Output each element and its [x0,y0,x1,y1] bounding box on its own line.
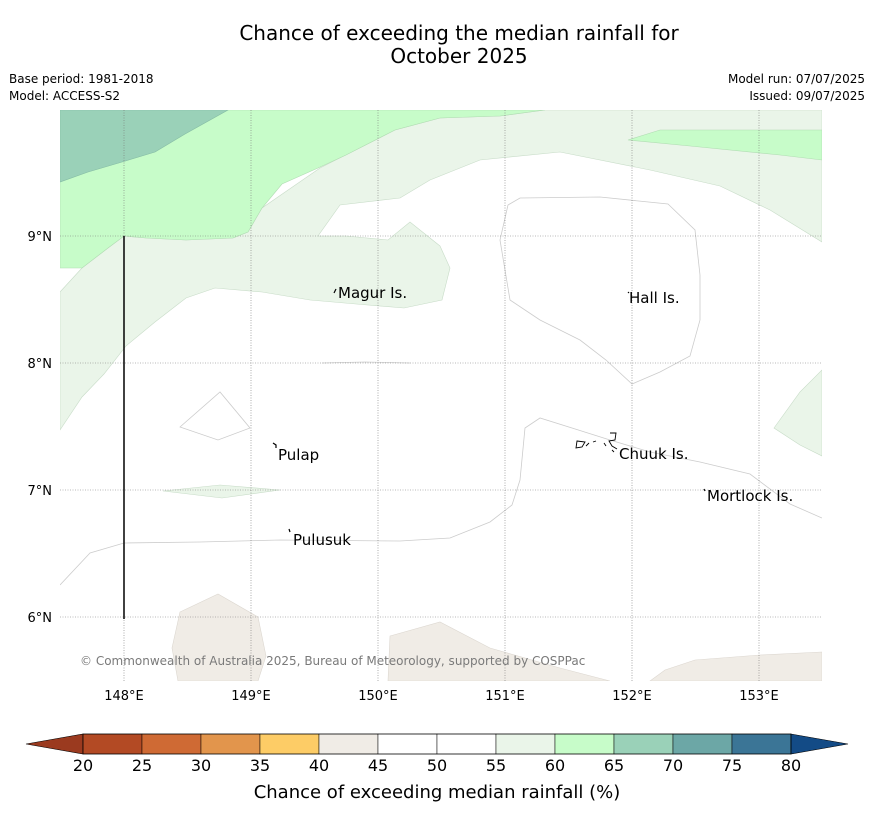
colorbar-tick-label: 75 [722,756,742,775]
contour-line-south [60,417,822,586]
title-line-1: Chance of exceeding the median rainfall … [239,21,679,45]
place-hall: Hall Is. [629,289,680,307]
place-mortlock: Mortlock Is. [707,487,793,505]
colorbar-tick-label: 45 [368,756,388,775]
island-hall [627,291,630,294]
chuuk-islet-3 [592,440,597,443]
meta-right: Model run: 07/07/2025 Issued: 09/07/2025 [728,71,865,105]
map-title: Chance of exceeding the median rainfall … [0,22,873,68]
gridlines [60,110,822,681]
colorbar-segment [200,733,261,755]
colorbar-tick-label: 50 [427,756,447,775]
contour-line-diamond [179,391,251,441]
map-panel: Magur Is. Hall Is. Pulap Chuuk Is. Mortl… [60,110,822,681]
lat-label-9N: 9°N [28,230,53,245]
lon-labels: 148°E 149°E 150°E 151°E 152°E 153°E [104,689,779,704]
lon-label-150E: 150°E [358,689,398,704]
colorbar-segment [377,733,438,755]
colorbar-segment [318,733,379,755]
colorbar-tick-label: 20 [73,756,93,775]
lat-label-6N: 6°N [28,611,53,626]
island-mortlock [703,488,706,492]
meta-left: Base period: 1981-2018 Model: ACCESS-S2 [9,71,154,105]
model-run: Model run: 07/07/2025 [727,72,865,86]
contour-line-north [499,196,701,385]
contour-60-65-east [627,129,822,161]
lon-label-152E: 152°E [612,689,652,704]
contour-line-sliver [321,361,411,364]
chuuk-islet-5 [608,432,618,450]
lon-label-151E: 151°E [485,689,525,704]
colorbar-tick-label: 60 [545,756,565,775]
chuuk-islet-6 [611,449,615,453]
place-pulap: Pulap [278,446,319,464]
title-line-2: October 2025 [390,44,528,68]
chuuk-islet-1 [575,440,586,449]
colorbar-frame [82,733,792,755]
colorbar-segment [731,733,792,755]
colorbar-tick-label: 65 [604,756,624,775]
issued-date: Issued: 09/07/2025 [749,89,865,103]
base-period: Base period: 1981-2018 [9,72,154,86]
colorbar: 20 25 30 35 40 45 50 55 60 65 70 75 80 Chance of exc… [25,733,849,803]
colorbar-segments [82,733,792,755]
chuuk-islet-4 [603,442,607,447]
place-magur: Magur Is. [338,284,407,302]
island-magur [333,288,337,294]
contour-40-45-south [387,621,611,681]
colorbar-over-arrow [790,733,849,755]
island-chuuk [575,432,618,453]
place-pulusuk: Pulusuk [293,531,351,549]
colorbar-tick-label: 30 [191,756,211,775]
copyright-notice: © Commonwealth of Australia 2025, Bureau… [80,654,585,668]
colorbar-title: Chance of exceeding median rainfall (%) [254,782,621,803]
colorbar-tick-label: 70 [663,756,683,775]
place-chuuk: Chuuk Is. [619,445,688,463]
chuuk-islet-2 [585,442,590,447]
lon-label-148E: 148°E [104,689,144,704]
colorbar-segment [672,733,733,755]
contour-65-70 [60,110,229,183]
colorbar-segment [436,733,497,755]
colorbar-tick-label: 35 [250,756,270,775]
colorbar-under-arrow [25,733,84,755]
island-shapes [272,288,706,533]
model-name: Model: ACCESS-S2 [9,89,121,103]
colorbar-segment [554,733,615,755]
contour-40-45-west [171,593,267,681]
colorbar-tick-label: 25 [132,756,152,775]
contour-40-45-east [649,651,822,681]
lon-label-149E: 149°E [231,689,271,704]
colorbar-segment [82,733,143,755]
lon-label-153E: 153°E [739,689,779,704]
contour-55-60-east [773,369,822,457]
colorbar-tick-label: 40 [309,756,329,775]
colorbar-tick-label: 80 [781,756,801,775]
island-pulusuk [288,528,291,533]
colorbar-segment [259,733,320,755]
colorbar-segment [613,733,674,755]
lat-label-8N: 8°N [28,357,53,372]
colorbar-tick-label: 55 [486,756,506,775]
island-pulap [272,442,277,448]
colorbar-segment [495,733,556,755]
lat-label-7N: 7°N [28,484,53,499]
colorbar-segment [141,733,202,755]
lat-labels: 9°N 8°N 7°N 6°N [28,230,53,626]
colorbar-tick-labels: 20 25 30 35 40 45 50 55 60 65 70 75 80 [73,756,801,775]
